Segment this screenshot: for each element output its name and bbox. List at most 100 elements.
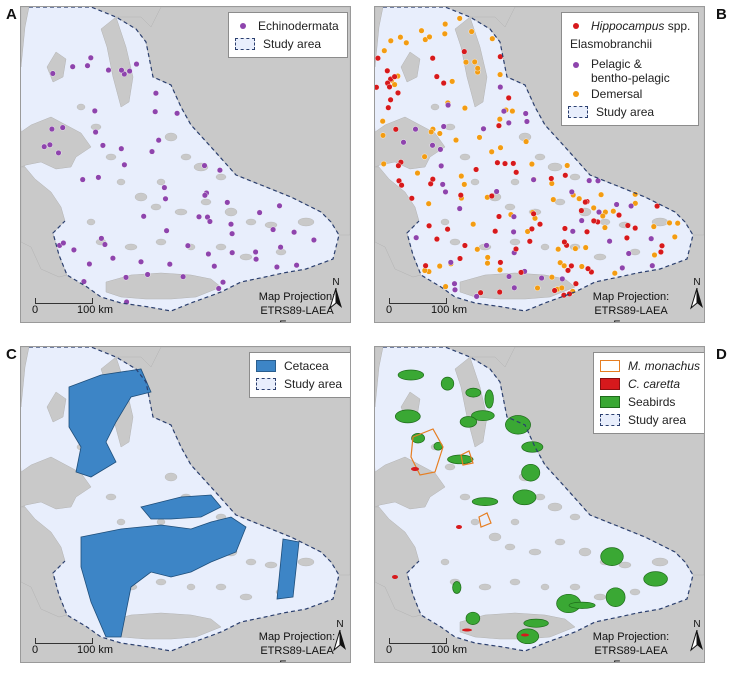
seabird-area	[397, 369, 425, 381]
demersal-point	[379, 132, 386, 139]
pelagic-point	[648, 235, 655, 242]
hippocampus-point	[495, 213, 502, 220]
map-panel-c: Cetacea Study area 0 100 km Map Projecti…	[20, 346, 351, 663]
seabird-area	[452, 581, 462, 594]
pelagic-point	[412, 126, 419, 133]
demersal-point	[380, 160, 387, 167]
echinodermata-point	[180, 273, 187, 280]
seabird-area	[643, 571, 668, 587]
demersal-point	[379, 118, 386, 125]
demersal-point	[610, 208, 617, 215]
caretta-area	[411, 467, 419, 471]
echinodermata-point	[118, 145, 125, 152]
demersal-point	[496, 266, 503, 273]
seabird-area	[459, 416, 478, 428]
map-projection-label: Map Projection: ETRS89-LAEA Europe	[592, 291, 670, 322]
hippocampus-point	[494, 159, 501, 166]
pelagic-point	[625, 250, 632, 257]
echinodermata-point	[229, 249, 236, 256]
pelagic-point	[511, 284, 518, 291]
demersal-point	[421, 153, 428, 160]
legend-b: Hippocampus spp. Elasmobranchii Pelagic …	[561, 12, 700, 126]
echinodermata-point	[46, 141, 53, 148]
pelagic-point	[451, 286, 458, 293]
seabird-area	[605, 587, 626, 607]
dashed-box-icon	[568, 106, 588, 118]
demersal-point	[590, 204, 597, 211]
demersal-point	[555, 246, 562, 253]
hippocampus-point	[512, 245, 519, 252]
legend-item-c-caretta: C. caretta	[600, 375, 700, 393]
echinodermata-point	[137, 258, 144, 265]
demersal-point	[599, 212, 606, 219]
hippocampus-point	[395, 89, 402, 96]
echinodermata-point	[80, 278, 87, 285]
north-arrow-icon: N	[333, 619, 347, 655]
hippocampus-point	[392, 126, 399, 133]
pelagic-point	[400, 139, 407, 146]
hippocampus-point	[583, 228, 590, 235]
hippocampus-point	[426, 222, 433, 229]
hippocampus-point	[530, 210, 537, 217]
pelagic-point	[619, 264, 626, 271]
demersal-point	[462, 59, 469, 66]
pelagic-point	[628, 202, 635, 209]
seabird-area	[465, 611, 481, 625]
pelagic-point	[437, 146, 444, 153]
demersal-point	[489, 35, 496, 42]
seabird-area	[471, 497, 499, 506]
hippocampus-point	[513, 169, 520, 176]
demersal-point	[666, 219, 673, 226]
hippocampus-point	[444, 226, 451, 233]
hippocampus-point	[496, 289, 503, 296]
echinodermata-point	[95, 174, 102, 181]
hippocampus-point	[477, 289, 484, 296]
pelagic-point	[510, 228, 517, 235]
hippocampus-point	[510, 160, 517, 167]
hippocampus-point	[488, 192, 495, 199]
demersal-point	[452, 137, 459, 144]
legend-item-seabirds: Seabirds	[600, 393, 700, 411]
north-arrow-icon: N	[690, 619, 704, 655]
demersal-point	[428, 128, 435, 135]
pelagic-point	[456, 205, 463, 212]
caretta-area	[456, 525, 462, 529]
hippocampus-point	[564, 267, 571, 274]
map-projection-label: Map Projection: ETRS89-LAEA Europe	[258, 631, 336, 662]
seabird-area	[505, 415, 531, 435]
demersal-point	[598, 191, 605, 198]
demersal-point	[474, 65, 481, 72]
cetacea-area	[140, 494, 222, 520]
pelagic-point	[568, 188, 575, 195]
demersal-point	[461, 105, 468, 112]
monachus-area	[478, 512, 492, 528]
echinodermata-point	[144, 271, 151, 278]
filled-box-icon	[600, 378, 620, 390]
panel-letter-a: A	[6, 6, 17, 23]
demersal-point	[557, 259, 564, 266]
hippocampus-point	[561, 238, 568, 245]
legend-a: Echinodermata Study area	[228, 12, 348, 58]
legend-item-m-monachus: M. monachus	[600, 357, 700, 375]
demersal-point	[564, 162, 571, 169]
pelagic-point	[613, 201, 620, 208]
hippocampus-point	[568, 262, 575, 269]
seabird-area	[465, 387, 482, 398]
echinodermata-point	[219, 279, 226, 286]
hippocampus-point	[632, 225, 639, 232]
echinodermata-point	[293, 262, 300, 269]
hippocampus-point	[473, 166, 480, 173]
hippocampus-point	[562, 172, 569, 179]
hippocampus-point	[497, 259, 504, 266]
cetacea-area	[68, 368, 152, 478]
pelagic-point	[480, 125, 487, 132]
echinodermata-point	[253, 256, 260, 263]
legend-d: M. monachus C. caretta Seabirds Study ar…	[593, 352, 704, 434]
echinodermata-point	[152, 90, 159, 97]
hippocampus-point	[408, 195, 415, 202]
hippocampus-point	[615, 212, 622, 219]
demersal-point	[458, 173, 465, 180]
hippocampus-point	[429, 176, 436, 183]
north-arrow-icon: N	[690, 277, 704, 313]
echinodermata-point	[224, 199, 231, 206]
